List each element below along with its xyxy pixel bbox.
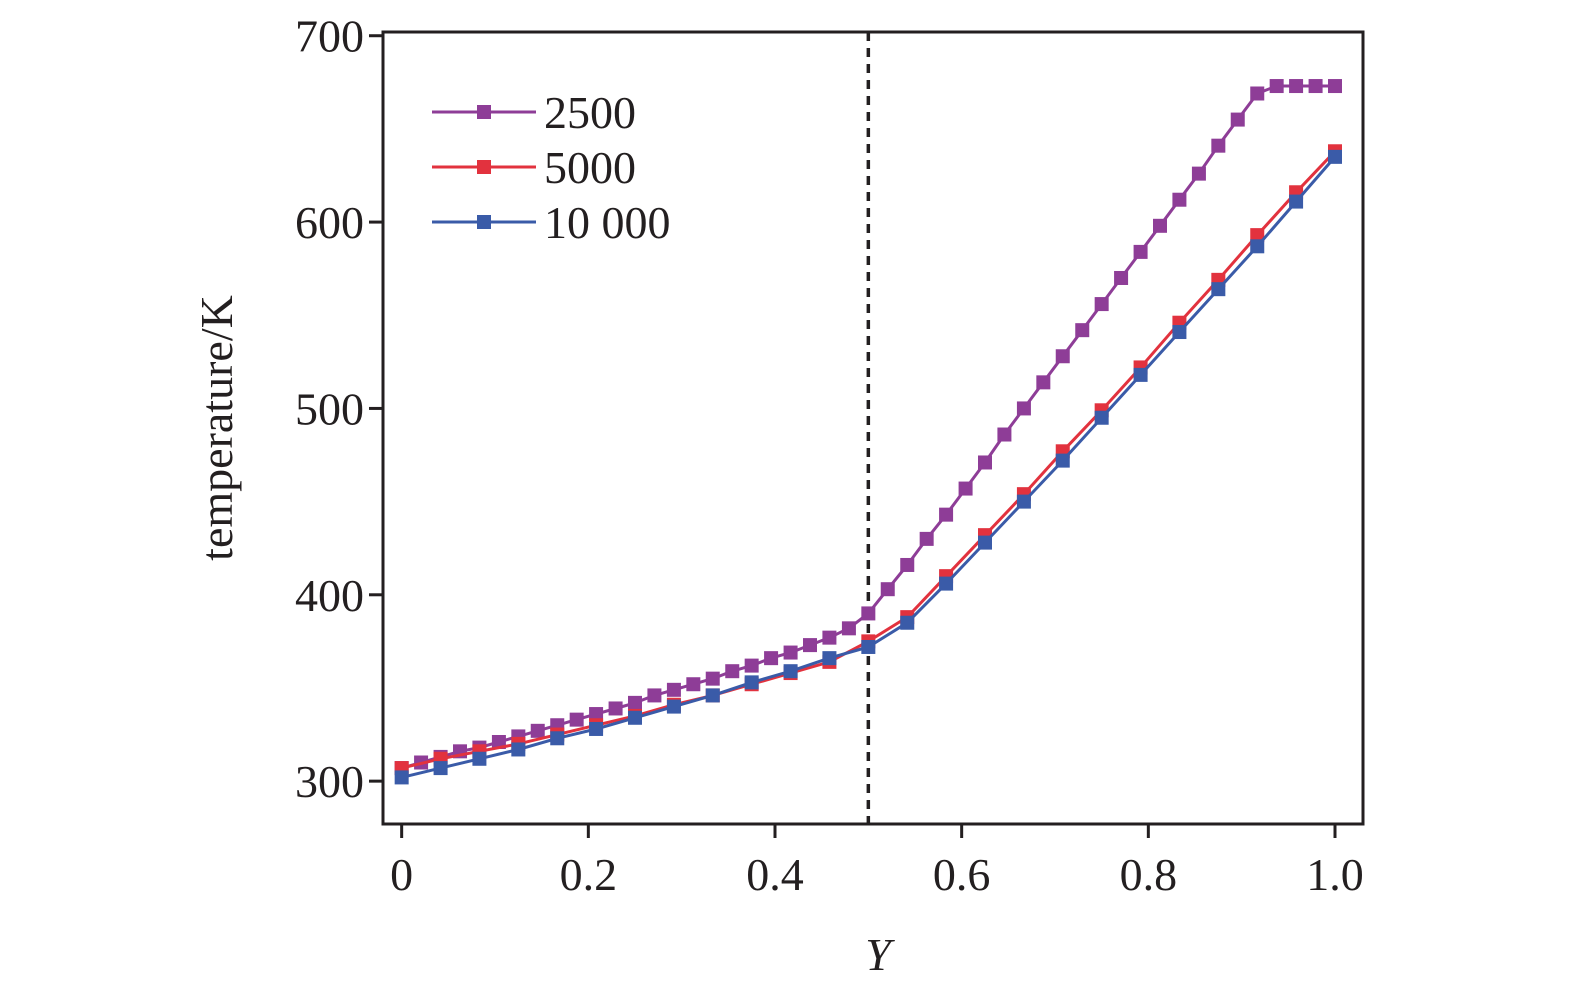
legend-swatch-marker [477, 215, 491, 229]
data-point [589, 721, 604, 736]
legend-swatch-marker [477, 160, 491, 174]
data-point [744, 675, 759, 690]
data-point [1016, 401, 1031, 416]
data-point [1055, 453, 1070, 468]
x-tick-label: 1.0 [1306, 849, 1364, 900]
data-point [608, 701, 623, 716]
data-point [1133, 244, 1148, 259]
data-point [1211, 138, 1226, 153]
data-point [783, 645, 798, 660]
x-tick-label: 0.2 [560, 849, 618, 900]
plot-frame [381, 30, 1365, 826]
series-line [401, 84, 1335, 770]
y-tick-label: 600 [295, 197, 364, 248]
data-point [530, 723, 545, 738]
x-axis-label: Y [865, 929, 895, 980]
x-axis-ticks: 0 0.2 0.4 0.6 0.8 1.0 [390, 824, 1364, 900]
data-point [783, 664, 798, 679]
data-point [764, 651, 779, 666]
data-point [550, 731, 565, 746]
data-point [569, 712, 584, 727]
data-point [978, 535, 992, 550]
data-point [822, 630, 837, 645]
y-tick-label: 400 [295, 570, 364, 621]
legend-label: 5000 [544, 142, 636, 193]
x-tick-label: 0 [390, 849, 413, 900]
data-point [647, 688, 662, 703]
legend-label: 2500 [544, 87, 636, 138]
data-point [472, 751, 487, 766]
legend-label: 10 000 [544, 197, 671, 248]
data-point [511, 742, 526, 757]
y-tick-label: 500 [295, 383, 364, 434]
legend-swatch-marker [477, 105, 491, 119]
data-point [1308, 79, 1323, 94]
series-3 [394, 149, 1342, 785]
data-point [394, 770, 409, 785]
data-point [1036, 375, 1051, 390]
data-point [1250, 228, 1265, 243]
data-point [919, 531, 934, 546]
data-point [1211, 282, 1226, 297]
data-point [628, 710, 642, 725]
x-tick-label: 0.8 [1120, 849, 1178, 900]
data-point [841, 621, 856, 636]
data-point [1269, 79, 1284, 94]
data-point [803, 638, 817, 653]
data-point [666, 682, 681, 697]
data-point [861, 606, 876, 621]
y-axis-ticks: 300 400 500 600 700 [295, 11, 383, 807]
data-point [666, 699, 681, 714]
data-point [1094, 297, 1109, 312]
data-point [1055, 349, 1070, 364]
data-point [939, 576, 954, 591]
data-point [1191, 166, 1206, 181]
data-point [1172, 192, 1187, 207]
data-point [900, 615, 915, 630]
data-point [1133, 367, 1148, 382]
data-point [978, 455, 992, 470]
data-point [1230, 112, 1245, 127]
data-point [1250, 239, 1265, 254]
data-point [1075, 323, 1090, 338]
data-point [958, 481, 973, 496]
data-point [705, 688, 720, 703]
data-point [822, 651, 837, 666]
data-point [939, 507, 954, 522]
series-layer [394, 79, 1342, 785]
data-point [1328, 79, 1342, 94]
data-point [1016, 494, 1031, 509]
data-point [900, 557, 915, 572]
data-point [997, 427, 1012, 442]
data-point [589, 707, 604, 722]
data-point [725, 664, 740, 679]
data-point [1250, 86, 1265, 101]
data-point [628, 695, 642, 710]
x-tick-label: 0.6 [933, 849, 991, 900]
data-point [1094, 410, 1109, 425]
data-point [880, 582, 895, 597]
y-axis-label: temperature/K [191, 295, 242, 561]
data-point [686, 677, 701, 692]
data-point [1153, 218, 1167, 233]
data-point [1289, 194, 1304, 209]
y-tick-label: 700 [295, 11, 364, 62]
data-point [705, 671, 720, 686]
data-point [1114, 270, 1129, 285]
x-tick-label: 0.4 [746, 849, 804, 900]
y-tick-label: 300 [295, 756, 364, 807]
data-point [433, 761, 448, 776]
data-point [861, 639, 876, 654]
data-point [1289, 79, 1304, 94]
data-point [1328, 149, 1342, 164]
data-point [1172, 325, 1187, 340]
data-point [744, 658, 759, 673]
series-1 [394, 79, 1342, 776]
